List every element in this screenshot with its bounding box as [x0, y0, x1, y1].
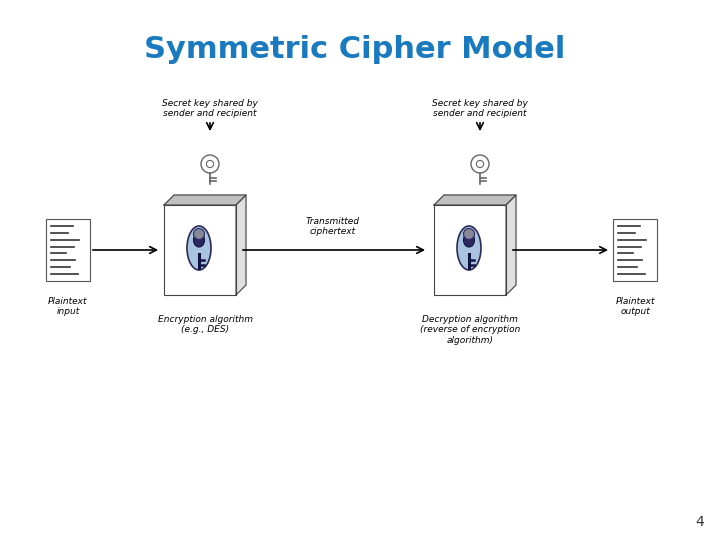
Text: Secret key shared by
sender and recipient: Secret key shared by sender and recipien… [432, 99, 528, 118]
Circle shape [207, 160, 214, 167]
Ellipse shape [457, 226, 481, 270]
FancyBboxPatch shape [164, 205, 236, 295]
Circle shape [194, 228, 204, 240]
Text: Secret key shared by
sender and recipient: Secret key shared by sender and recipien… [162, 99, 258, 118]
Ellipse shape [187, 226, 211, 270]
FancyBboxPatch shape [434, 205, 506, 295]
Polygon shape [164, 195, 246, 205]
Text: Transmitted
ciphertext: Transmitted ciphertext [306, 217, 360, 236]
Text: Decryption algorithm
(reverse of encryption
algorithm): Decryption algorithm (reverse of encrypt… [420, 315, 520, 345]
FancyBboxPatch shape [46, 219, 90, 281]
Polygon shape [506, 195, 516, 295]
Circle shape [477, 160, 484, 167]
Text: Encryption algorithm
(e.g., DES): Encryption algorithm (e.g., DES) [158, 315, 253, 334]
Text: Symmetric Cipher Model: Symmetric Cipher Model [144, 36, 566, 64]
Text: Plaintext
input: Plaintext input [48, 297, 88, 316]
FancyBboxPatch shape [613, 219, 657, 281]
Text: 4: 4 [696, 515, 704, 529]
Ellipse shape [194, 233, 204, 247]
Polygon shape [434, 195, 516, 205]
Ellipse shape [464, 233, 474, 247]
Polygon shape [236, 195, 246, 295]
Text: Plaintext
output: Plaintext output [616, 297, 654, 316]
Circle shape [464, 228, 474, 240]
